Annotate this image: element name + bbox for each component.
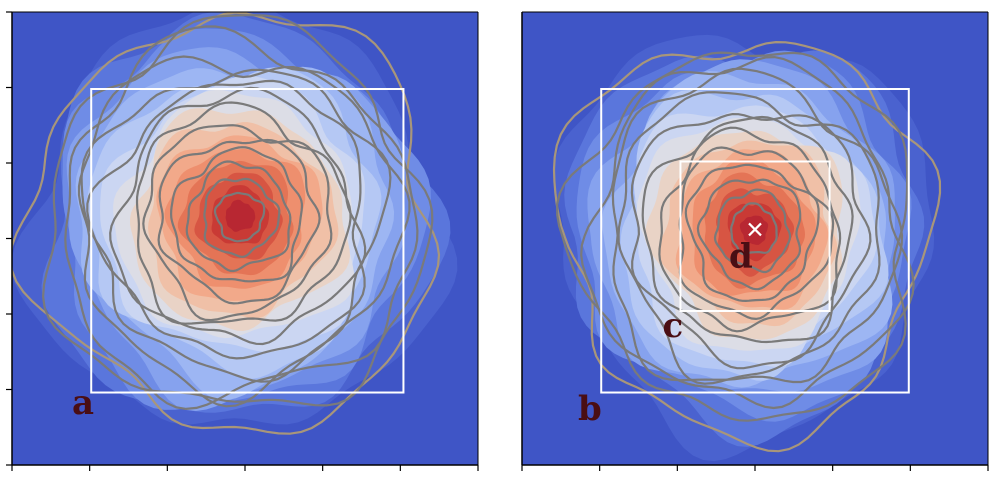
contour-line: [135, 101, 352, 325]
contour-line: [86, 79, 366, 360]
contour-line: [658, 126, 842, 333]
region-box: [679, 160, 831, 312]
peak-label: d: [729, 236, 753, 276]
contour-line: [64, 25, 419, 411]
contour-line: [157, 138, 321, 305]
contour-line: [630, 112, 872, 370]
contour-line: [552, 40, 942, 453]
panel-a: a: [6, 11, 479, 471]
contour-line: [41, 14, 434, 407]
box-label: c: [662, 306, 683, 346]
contour-line: [713, 188, 792, 274]
contour-line: [641, 115, 854, 344]
contour-line: [556, 51, 909, 422]
contour-line: [730, 202, 778, 256]
density-contours: [552, 34, 942, 462]
contour-line: [203, 177, 281, 258]
contour-line: [580, 55, 915, 410]
panel-letter: b: [578, 389, 602, 429]
panel-b: c d b: [521, 11, 989, 471]
contour-line: [185, 160, 292, 273]
contour-line: [142, 124, 333, 322]
contour-line: [684, 163, 820, 303]
density-contours: [12, 12, 458, 435]
contour-line: [213, 191, 266, 243]
region-box: [600, 88, 910, 394]
contour-line: [109, 86, 367, 346]
region-box: [90, 88, 405, 394]
contour-line: [169, 146, 303, 283]
contour-line: [696, 178, 802, 291]
peak-marker: [748, 222, 762, 237]
panel-letter: a: [72, 383, 94, 423]
density-band: [225, 199, 256, 232]
contour-line: [80, 68, 392, 383]
contour-line: [12, 12, 441, 435]
contour-line: [617, 91, 881, 385]
